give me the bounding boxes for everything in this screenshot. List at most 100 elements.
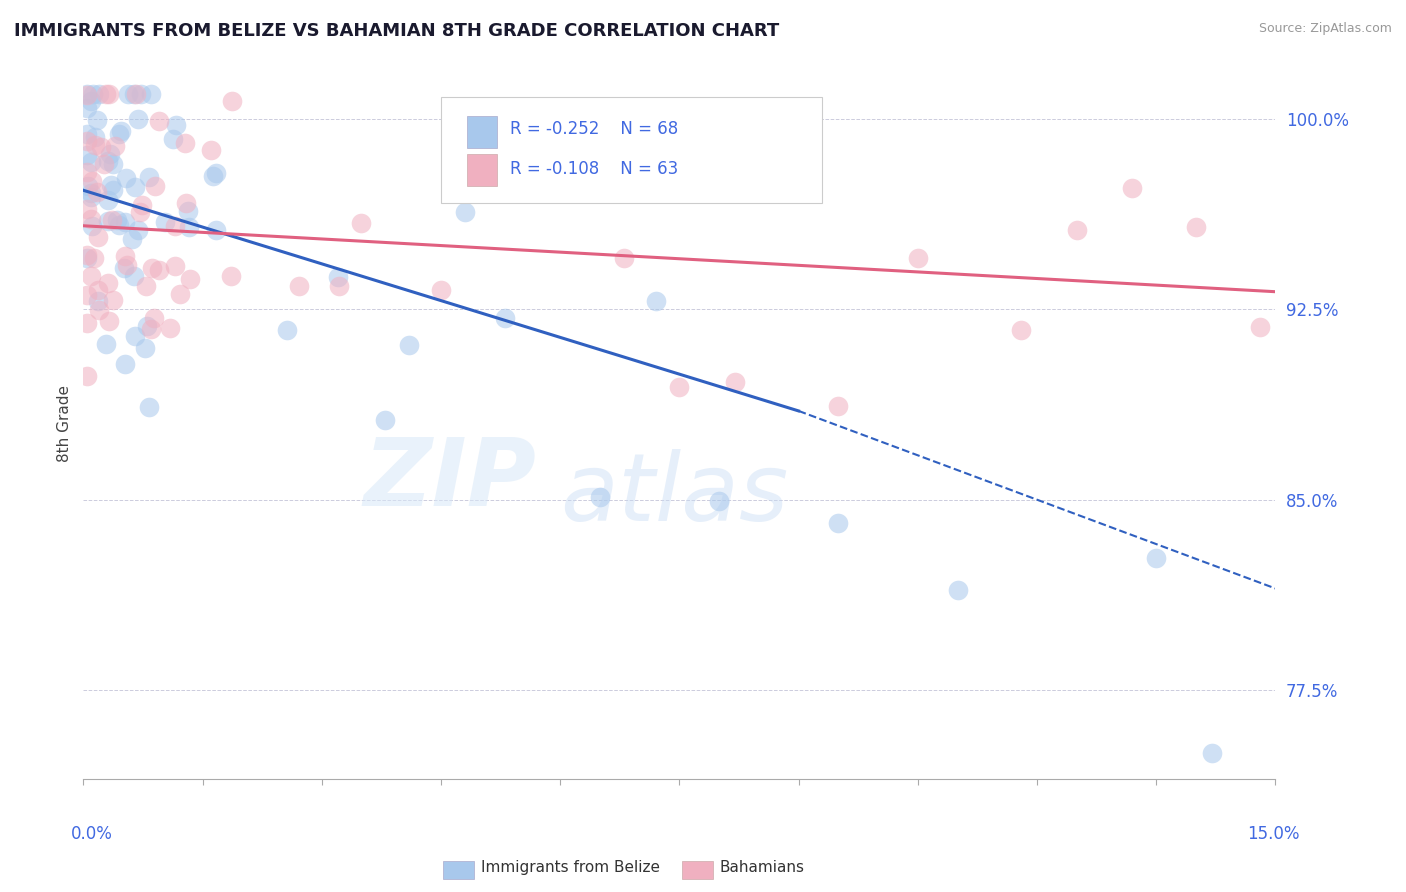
Point <box>84 130 107 145</box>
Point <box>136 318 159 333</box>
Point <box>128 204 150 219</box>
Point <box>1249 320 1271 334</box>
Point <box>103 139 125 153</box>
Point <box>82 219 104 233</box>
Point <box>76 251 98 265</box>
Point <box>86 185 108 199</box>
Point <box>200 143 222 157</box>
Point <box>80 190 103 204</box>
Point <box>90 140 112 154</box>
Point <box>124 180 146 194</box>
Point <box>430 283 453 297</box>
Point <box>148 262 170 277</box>
Text: IMMIGRANTS FROM BELIZE VS BAHAMIAN 8TH GRADE CORRELATION CHART: IMMIGRANTS FROM BELIZE VS BAHAMIAN 8TH G… <box>14 22 779 40</box>
Y-axis label: 8th Grade: 8th Grade <box>58 385 72 462</box>
Point <box>86 113 108 128</box>
Point <box>84 137 107 152</box>
Point <box>221 94 243 108</box>
Point <box>1121 181 1143 195</box>
Point <box>76 87 98 101</box>
Point <box>76 165 98 179</box>
Point <box>76 202 98 216</box>
Text: R = -0.252    N = 68: R = -0.252 N = 68 <box>510 120 678 138</box>
Point <box>76 127 98 141</box>
Point <box>159 321 181 335</box>
Point <box>93 156 115 170</box>
Point <box>589 490 612 504</box>
Point <box>724 376 747 390</box>
Point <box>177 203 200 218</box>
Point <box>165 118 187 132</box>
Point <box>131 198 153 212</box>
Point <box>163 259 186 273</box>
Point <box>276 322 298 336</box>
Point <box>82 87 104 101</box>
FancyBboxPatch shape <box>467 153 496 186</box>
Point <box>145 179 167 194</box>
Point <box>668 379 690 393</box>
Point <box>97 314 120 328</box>
Point <box>112 261 135 276</box>
Point <box>134 341 156 355</box>
Point <box>80 211 103 226</box>
Point <box>1144 550 1167 565</box>
Point <box>124 87 146 101</box>
Point <box>139 321 162 335</box>
Point <box>101 212 124 227</box>
Point <box>374 412 396 426</box>
Point <box>105 213 128 227</box>
Text: atlas: atlas <box>560 449 789 541</box>
Point <box>108 218 131 232</box>
Point <box>94 87 117 101</box>
Point <box>114 358 136 372</box>
Point <box>1201 747 1223 761</box>
Point <box>76 148 98 162</box>
Point <box>80 269 103 284</box>
Point <box>169 287 191 301</box>
Point <box>827 399 849 413</box>
Point <box>103 293 125 307</box>
Point <box>153 215 176 229</box>
Point <box>83 252 105 266</box>
Point <box>143 310 166 325</box>
Text: 15.0%: 15.0% <box>1247 825 1299 843</box>
Point <box>87 303 110 318</box>
Point <box>138 400 160 414</box>
Text: Bahamians: Bahamians <box>720 860 804 874</box>
Point <box>148 113 170 128</box>
Point <box>87 87 110 101</box>
Point <box>76 179 98 194</box>
Point <box>114 215 136 229</box>
Point <box>165 219 187 233</box>
Text: 0.0%: 0.0% <box>72 825 114 843</box>
Point <box>79 155 101 169</box>
Point <box>97 194 120 208</box>
Point <box>174 136 197 151</box>
Point <box>138 169 160 184</box>
Point <box>328 279 350 293</box>
FancyBboxPatch shape <box>441 97 823 203</box>
Point <box>127 112 149 127</box>
FancyBboxPatch shape <box>467 116 496 148</box>
Text: Immigrants from Belize: Immigrants from Belize <box>481 860 659 874</box>
Point <box>201 169 224 183</box>
Point <box>162 132 184 146</box>
Point <box>98 147 121 161</box>
Point <box>127 222 149 236</box>
Point <box>121 232 143 246</box>
Point <box>125 87 148 101</box>
Point <box>97 154 120 169</box>
Point <box>135 279 157 293</box>
Point <box>326 269 349 284</box>
Point <box>177 220 200 235</box>
Point <box>87 229 110 244</box>
Point <box>205 222 228 236</box>
Point <box>101 157 124 171</box>
Point <box>907 251 929 265</box>
Point <box>205 166 228 180</box>
Point <box>80 174 103 188</box>
Point <box>179 272 201 286</box>
Point <box>946 582 969 597</box>
Point <box>97 276 120 290</box>
Point <box>139 87 162 101</box>
